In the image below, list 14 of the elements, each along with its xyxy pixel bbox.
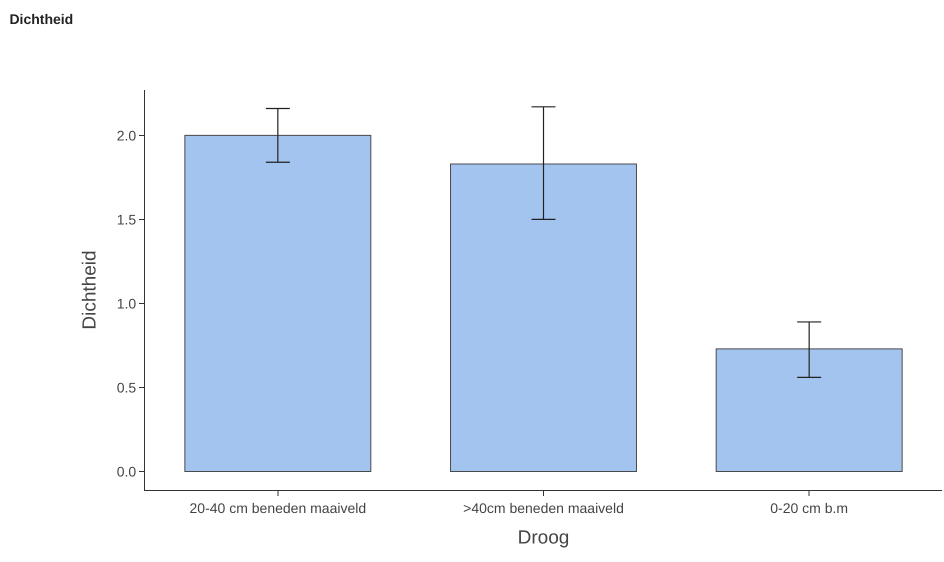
y-tick-label: 2.0: [116, 127, 136, 144]
bar: [716, 348, 903, 472]
y-axis-title: Dichtheid: [80, 250, 101, 330]
bar: [184, 134, 372, 472]
x-tick-label: 0-20 cm b.m: [770, 500, 848, 516]
x-axis-title: Droog: [518, 528, 570, 549]
y-tick-label: 0.0: [116, 463, 136, 480]
y-tick-label: 1.0: [116, 295, 136, 312]
x-tick-label: >40cm beneden maaiveld: [463, 500, 624, 516]
chart-title: Dichtheid: [9, 10, 74, 27]
y-tick-label: 0.5: [116, 379, 136, 396]
y-tick-label: 1.5: [116, 211, 136, 228]
x-tick-label: 20-40 cm beneden maaiveld: [189, 500, 366, 516]
bar: [450, 163, 637, 472]
